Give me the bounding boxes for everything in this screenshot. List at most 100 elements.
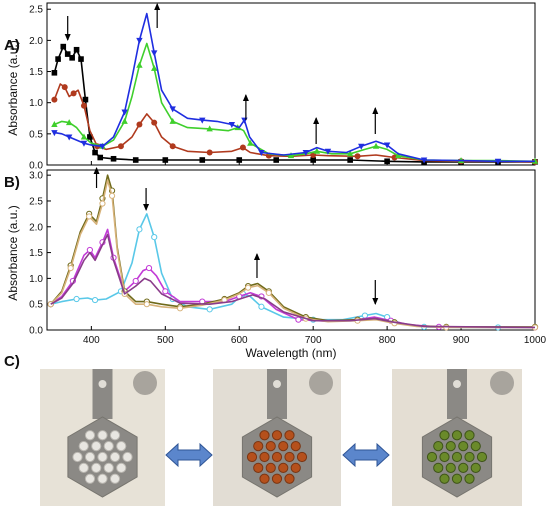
x-tick-label: 600 <box>231 335 248 346</box>
change-arrow-head <box>372 107 379 114</box>
well <box>426 451 438 463</box>
data-point <box>51 130 58 137</box>
data-point <box>310 157 316 163</box>
panel-c-label: C) <box>4 353 20 370</box>
plate-knob <box>133 371 157 395</box>
data-point <box>132 157 139 163</box>
data-point <box>384 158 390 165</box>
y-tick-label: 1.0 <box>29 98 43 109</box>
data-point <box>97 154 104 161</box>
well <box>91 441 102 452</box>
y-tick-label: 1.5 <box>29 248 43 259</box>
x-tick-label: 900 <box>453 335 470 346</box>
data-point <box>73 46 80 53</box>
well <box>476 451 488 463</box>
data-point <box>273 157 280 163</box>
data-point <box>206 125 213 132</box>
well <box>433 441 444 452</box>
well <box>91 462 102 473</box>
well <box>259 430 270 441</box>
panel-b-arrows <box>93 167 379 305</box>
panel-a-ylabel: Absorbance (a.u.) <box>6 40 20 135</box>
data-point <box>92 149 98 156</box>
data-point <box>206 149 213 156</box>
data-point <box>69 55 75 61</box>
well <box>470 462 481 473</box>
data-point <box>346 150 354 157</box>
well <box>439 451 450 463</box>
plate-stem <box>92 369 113 419</box>
well <box>451 430 463 441</box>
data-point <box>494 158 502 165</box>
data-point <box>383 142 391 149</box>
change-arrow-head <box>372 298 379 305</box>
panel-b-y-ticks: 0.0 0.5 1.0 1.5 2.0 2.5 3.0 <box>29 171 51 337</box>
data-point <box>60 43 67 50</box>
well <box>458 441 469 452</box>
well <box>445 462 456 473</box>
y-tick-label: 3.0 <box>29 171 43 182</box>
change-arrow-head <box>64 34 71 41</box>
well <box>103 462 114 473</box>
data-point <box>82 96 89 103</box>
x-tick-label: 800 <box>379 335 396 346</box>
well <box>284 430 295 441</box>
change-arrow-head <box>143 204 150 211</box>
panel-a-series <box>51 12 539 165</box>
data-point <box>151 50 158 57</box>
y-tick-label: 1.5 <box>29 67 43 78</box>
series-line <box>50 228 535 329</box>
data-point <box>162 157 169 163</box>
well <box>265 441 276 452</box>
panel-b-chart: B) Absorbance (a.u.) 0.0 0.5 1.0 1.5 2.0 2.5 3… <box>4 167 547 360</box>
data-point <box>395 152 402 159</box>
data-point <box>265 289 272 296</box>
well <box>271 430 283 441</box>
well <box>109 473 121 484</box>
well <box>439 430 450 441</box>
data-point <box>91 296 99 304</box>
change-arrow-head <box>93 167 100 174</box>
data-point <box>145 264 153 272</box>
well <box>278 462 289 473</box>
data-point <box>287 152 295 159</box>
data-point <box>67 264 74 272</box>
plate-knob <box>309 371 333 395</box>
data-point <box>121 117 128 124</box>
series-line <box>50 179 535 329</box>
well <box>464 473 475 484</box>
data-point <box>361 312 369 319</box>
stem-hole <box>98 380 107 388</box>
panel-a-chart: A) Absorbance (a.u.) 0.0 0.5 1.0 1.5 2.0 2.5 <box>4 2 539 172</box>
data-point <box>136 37 143 44</box>
data-point <box>143 301 150 308</box>
data-point <box>258 150 265 157</box>
change-arrow-head <box>313 117 320 124</box>
data-point <box>51 96 58 103</box>
data-point <box>372 142 380 149</box>
well <box>470 441 481 452</box>
well <box>253 462 264 473</box>
well <box>271 473 283 484</box>
y-tick-label: 2.0 <box>29 36 43 47</box>
well <box>259 451 270 463</box>
well <box>78 441 89 452</box>
change-arrow-head <box>154 3 161 10</box>
data-point <box>169 143 176 150</box>
data-point <box>80 140 88 147</box>
well <box>116 462 127 473</box>
data-point <box>51 69 58 76</box>
data-point <box>136 61 143 68</box>
series-line <box>50 174 535 328</box>
x-tick-label: 500 <box>157 335 174 346</box>
data-point <box>347 157 353 163</box>
y-tick-label: 0.5 <box>29 300 43 311</box>
data-point <box>70 90 77 97</box>
well <box>109 451 121 463</box>
well <box>84 430 96 441</box>
data-point <box>302 150 309 157</box>
data-point <box>117 143 124 150</box>
reversible-arrow <box>342 442 390 468</box>
panel-a-plot-frame <box>46 2 536 166</box>
data-point <box>239 144 246 151</box>
